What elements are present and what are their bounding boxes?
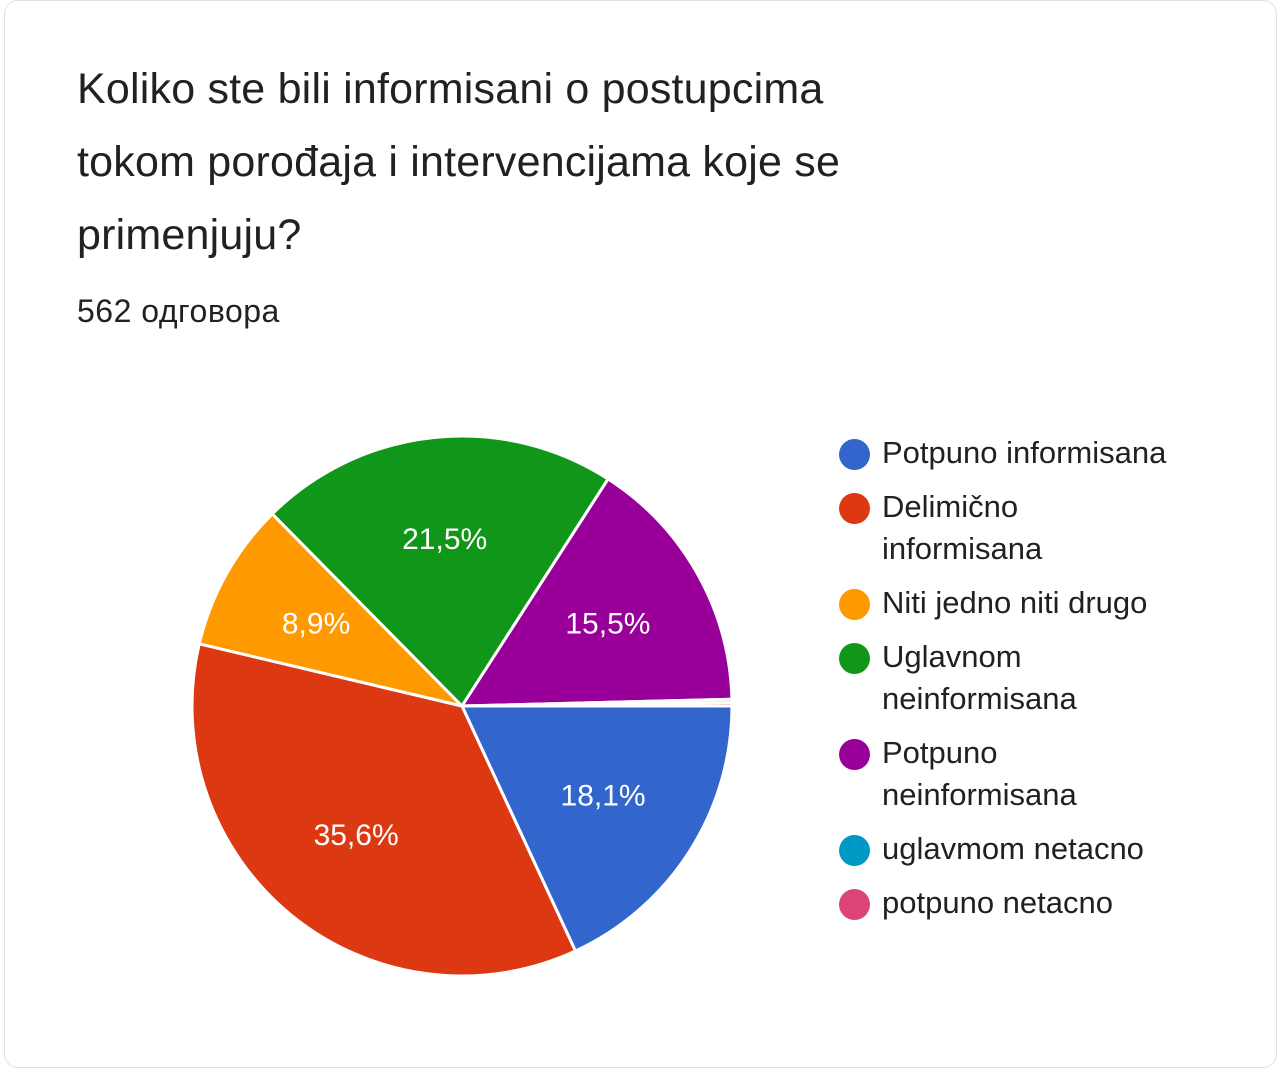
pie-slice-potpuno-netacno[interactable] xyxy=(460,701,734,708)
chart-legend: Potpuno informisana Delimično informisana… xyxy=(834,432,1234,936)
legend-swatch xyxy=(839,835,870,866)
legend-label: Potpuno neinformisana xyxy=(882,735,1077,812)
legend-label: Niti jedno niti drugo xyxy=(882,585,1148,620)
chart-title: Koliko ste bili informisani o postupcima… xyxy=(77,65,841,259)
slice-label-uglavnom-neinformisana: 21,5% xyxy=(402,523,487,556)
legend-item-niti-jedno-niti-drugo[interactable]: Niti jedno niti drugo xyxy=(834,582,1234,624)
slice-label-potpuno-informisana: 18,1% xyxy=(561,780,646,813)
legend-swatch xyxy=(839,439,870,470)
legend-swatch xyxy=(839,493,870,524)
legend-swatch xyxy=(839,889,870,920)
pie-slice-potpuno-neinformisana[interactable] xyxy=(460,477,734,708)
legend-item-uglavnom-neinformisana[interactable]: Uglavnom neinformisana xyxy=(834,636,1234,720)
legend-label: uglavmom netacno xyxy=(882,831,1144,866)
response-count: 562 одговора xyxy=(77,293,280,329)
legend-label: potpuno netacno xyxy=(882,885,1113,920)
legend-label: Potpuno informisana xyxy=(882,435,1167,470)
legend-label: Delimično informisana xyxy=(882,489,1043,566)
pie-slice-potpuno-informisana[interactable] xyxy=(460,704,734,953)
pie-slice-uglavnom-neinformisana[interactable] xyxy=(270,434,610,708)
legend-swatch xyxy=(839,589,870,620)
legend-swatch xyxy=(839,643,870,674)
legend-item-uglavmom-netacno[interactable]: uglavmom netacno xyxy=(834,828,1234,870)
legend-item-potpuno-informisana[interactable]: Potpuno informisana xyxy=(834,432,1234,474)
slice-label-potpuno-neinformisana: 15,5% xyxy=(565,607,650,640)
legend-swatch xyxy=(839,739,870,770)
legend-item-potpuno-neinformisana[interactable]: Potpuno neinformisana xyxy=(834,732,1234,816)
legend-item-delimicno-informisana[interactable]: Delimično informisana xyxy=(834,486,1234,570)
slice-label-delimicno-informisana: 35,6% xyxy=(314,819,399,852)
pie-slice-niti-jedno-niti-drugo[interactable] xyxy=(197,512,464,708)
legend-label: Uglavnom neinformisana xyxy=(882,639,1077,716)
pie-slice-delimicno-informisana[interactable] xyxy=(190,642,577,978)
legend-item-potpuno-netacno[interactable]: potpuno netacno xyxy=(834,882,1234,924)
slice-label-niti-jedno-niti-drugo: 8,9% xyxy=(282,607,350,640)
